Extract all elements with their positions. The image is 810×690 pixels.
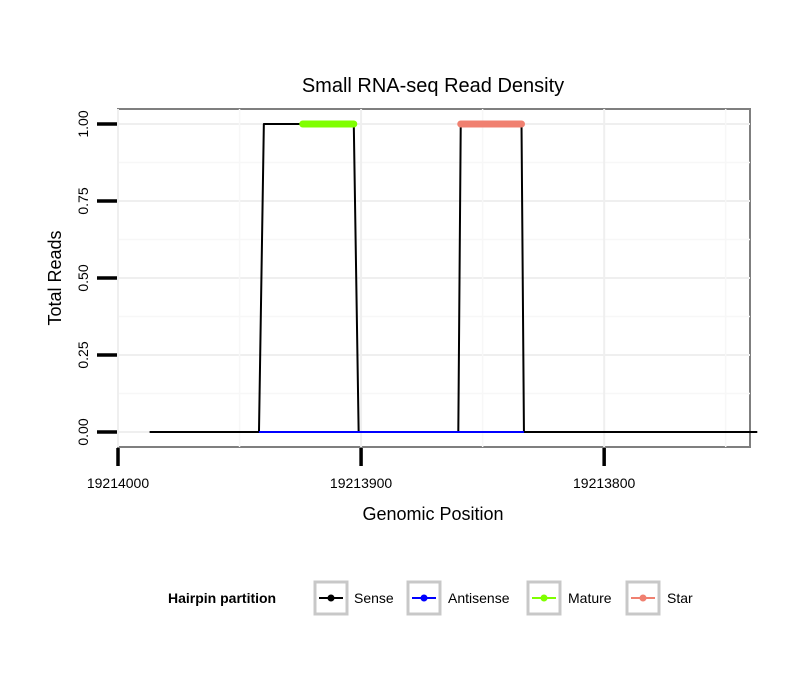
axes: 0.00 0.25 0.50 0.75 1.00 19214000 19213900 1921…: [75, 110, 636, 491]
legend-key-point: [639, 594, 647, 602]
y-axis-label: Total Reads: [45, 230, 65, 325]
y-tick-label: 0.25: [75, 341, 91, 368]
y-tick-label: 0.50: [75, 264, 91, 291]
legend-label: Antisense: [448, 590, 510, 606]
series-layer: [149, 120, 758, 433]
legend-key-point: [327, 594, 335, 602]
chart-title: Small RNA-seq Read Density: [302, 75, 564, 97]
legend-label: Mature: [568, 590, 612, 606]
y-tick-label: 0.75: [75, 187, 91, 214]
legend-key-point: [420, 594, 428, 602]
x-tick-label: 19213800: [573, 475, 636, 491]
legend-label: Sense: [354, 590, 394, 606]
y-tick-label: 1.00: [75, 110, 91, 137]
x-tick-label: 19213900: [330, 475, 393, 491]
legend-key-point: [540, 594, 548, 602]
legend-title: Hairpin partition: [168, 590, 276, 606]
legend-label: Star: [667, 590, 693, 606]
y-tick-label: 0.00: [75, 418, 91, 445]
x-axis-label: Genomic Position: [362, 504, 503, 524]
x-tick-label: 19214000: [87, 475, 150, 491]
legend: Hairpin partition Sense Antisense Mature St…: [168, 580, 693, 616]
